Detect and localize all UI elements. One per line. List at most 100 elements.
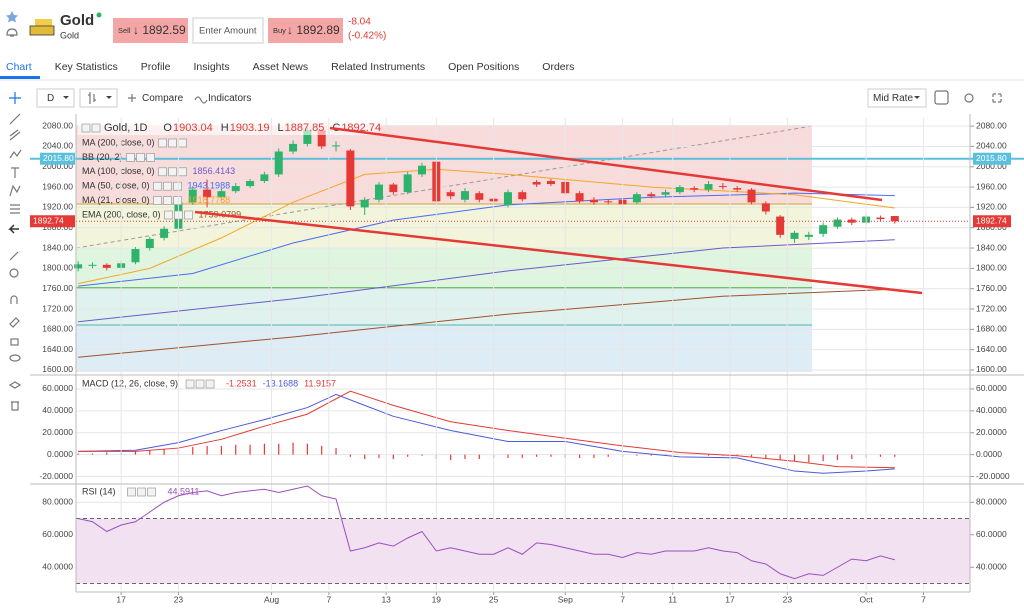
histogram-bar [750, 454, 753, 457]
tab[interactable]: Related Instruments [331, 61, 425, 73]
histogram-bar [593, 454, 595, 458]
histogram-bar [879, 454, 882, 457]
chart-type-select[interactable] [79, 88, 118, 108]
study-button[interactable] [153, 196, 162, 205]
y-tick-label: 40.0000 [976, 562, 1007, 572]
study-button[interactable] [173, 181, 182, 191]
histogram-bar [478, 454, 480, 460]
tab[interactable]: Profile [141, 61, 171, 73]
line-tool[interactable] [9, 113, 21, 125]
active-tab-indicator [0, 76, 40, 79]
study-button[interactable] [91, 123, 101, 133]
measure-tool[interactable] [9, 251, 19, 261]
crosshair-tool[interactable] [9, 92, 21, 104]
y-tick-label: 1640.00 [42, 344, 73, 354]
study-button[interactable] [185, 379, 195, 389]
candle-body [389, 184, 398, 193]
fib-tool[interactable] [10, 204, 20, 214]
ohlc-value: 1903.04 [173, 122, 213, 134]
lock-tool[interactable] [10, 338, 19, 346]
fullscreen-icon[interactable] [992, 93, 1002, 103]
tab[interactable]: Asset News [253, 61, 308, 73]
study-button[interactable] [127, 487, 136, 497]
tab[interactable]: Open Positions [448, 61, 519, 73]
histogram-bar [364, 454, 366, 460]
study-button[interactable] [168, 167, 177, 177]
study-button[interactable] [168, 138, 177, 148]
y-tick-label: 60.0000 [976, 529, 1007, 539]
study-button[interactable] [205, 379, 215, 389]
interval-select[interactable] [36, 88, 75, 108]
study-button[interactable] [153, 181, 162, 191]
brush-tool[interactable] [9, 317, 20, 328]
candle-body [833, 219, 842, 227]
study-button[interactable] [137, 487, 146, 497]
trend-lines[interactable] [194, 126, 923, 295]
histogram-bar [235, 444, 237, 455]
study-button[interactable] [178, 138, 187, 148]
study-button[interactable] [163, 196, 172, 205]
study-button[interactable] [184, 210, 193, 220]
buy-button[interactable] [268, 18, 343, 43]
study-button[interactable] [158, 138, 167, 148]
study-button[interactable] [164, 210, 173, 220]
pen-tool[interactable] [9, 149, 22, 159]
checkbox[interactable] [934, 90, 949, 105]
pattern-tool[interactable] [9, 184, 21, 197]
study-name: MA (200, close, 0) [82, 137, 155, 147]
back-tool[interactable] [8, 224, 19, 234]
candle-body [647, 194, 656, 197]
amount-input[interactable] [192, 17, 264, 44]
tab[interactable]: Orders [542, 61, 574, 73]
alert-bell[interactable] [6, 28, 18, 37]
candle-body [804, 234, 813, 237]
delete-tool[interactable] [11, 401, 19, 411]
study-button[interactable] [146, 153, 155, 162]
channel-tool[interactable] [9, 129, 21, 141]
histogram-bar [378, 454, 380, 458]
text-tool[interactable] [11, 167, 19, 178]
study-button[interactable] [147, 487, 156, 497]
study-button[interactable] [136, 153, 145, 162]
sell-button[interactable] [113, 18, 188, 43]
study-button[interactable] [126, 153, 135, 162]
study-button[interactable] [81, 123, 91, 133]
zoom-tool[interactable] [9, 268, 19, 278]
study-button[interactable] [178, 167, 187, 177]
candle-body [575, 193, 584, 202]
tab-bar: Chart Key Statistics Profile Insights Asset … [6, 61, 574, 73]
candle-body [790, 232, 799, 239]
y-tick-label: 2000.00 [42, 161, 73, 171]
candle-body [890, 216, 899, 222]
y-tick-label: 80.0000 [42, 497, 73, 507]
histogram-bar [822, 454, 824, 462]
legend-entry: MA (100, close, 0) [82, 166, 155, 176]
layers-tool[interactable] [8, 381, 22, 389]
y-tick-label: 1760.00 [976, 283, 1007, 293]
study-button[interactable] [173, 196, 182, 205]
tab[interactable]: Chart [6, 61, 32, 73]
favorite-star[interactable] [6, 11, 18, 23]
y-tick-label: 40.0000 [42, 562, 73, 572]
study-button[interactable] [158, 167, 167, 177]
settings-icon[interactable] [964, 93, 974, 103]
compare-button[interactable]: Compare [142, 93, 184, 104]
y-tick-label: 60.0000 [42, 529, 73, 539]
magnet-tool[interactable] [10, 295, 18, 304]
y-tick-label: 1920.00 [976, 202, 1007, 212]
visibility-tool[interactable] [9, 354, 21, 362]
price-tag [973, 215, 1011, 228]
candle-body [346, 150, 355, 207]
tab[interactable]: Insights [193, 61, 229, 73]
tab[interactable]: Key Statistics [55, 61, 118, 73]
candle-body [876, 217, 885, 220]
buy-label: Buy [273, 26, 286, 35]
study-button[interactable] [195, 379, 205, 389]
indicators-button[interactable]: Indicators [208, 93, 251, 104]
rate-select[interactable] [867, 88, 927, 108]
candle-body [847, 219, 856, 223]
candle-body [188, 189, 197, 203]
study-button[interactable] [163, 181, 172, 191]
histogram-bar [192, 446, 194, 455]
fibonacci-retracement[interactable] [75, 125, 813, 372]
